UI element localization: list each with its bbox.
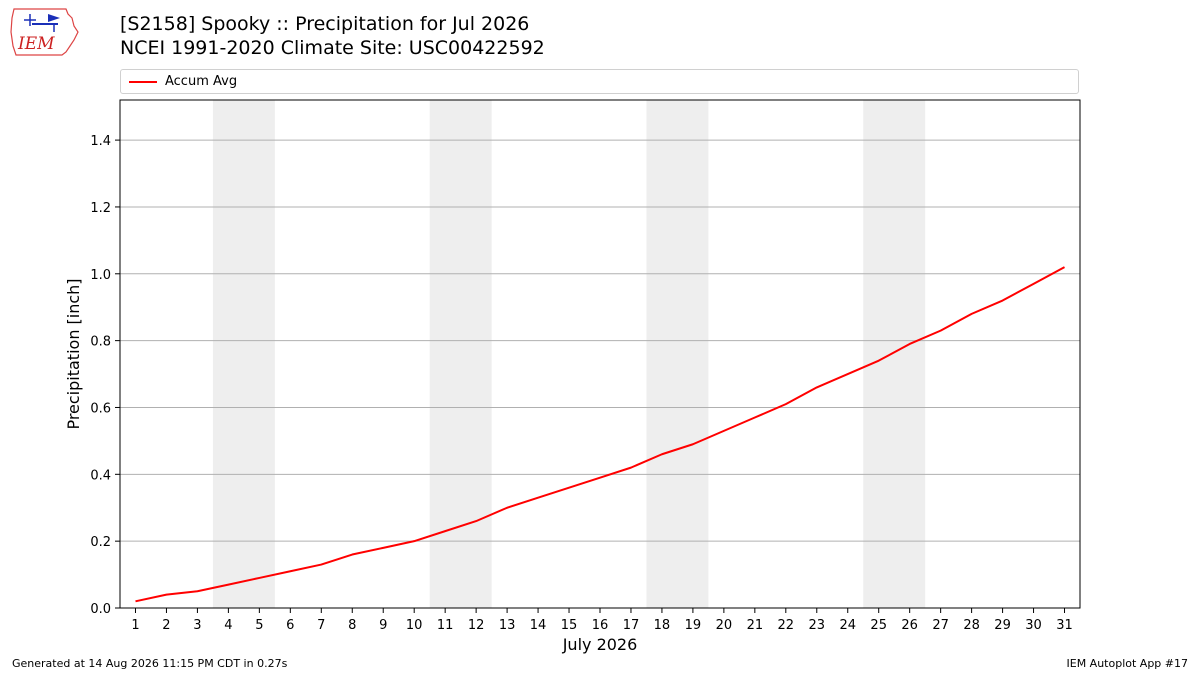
x-tick-label: 11 (437, 618, 454, 633)
x-tick-label: 6 (286, 618, 294, 633)
x-tick-label: 13 (499, 618, 516, 633)
x-tick-label: 31 (1056, 618, 1073, 633)
legend-swatch (129, 81, 157, 83)
y-tick-label: 0.8 (90, 335, 111, 350)
x-tick-label: 22 (778, 618, 795, 633)
x-tick-label: 10 (406, 618, 423, 633)
x-tick-label: 23 (809, 618, 826, 633)
x-tick-label: 16 (592, 618, 609, 633)
x-tick-label: 27 (932, 618, 949, 633)
weekend-band-2 (429, 100, 492, 608)
x-tick-label: 12 (468, 618, 485, 633)
weekend-band-1 (212, 100, 275, 608)
y-tick-label: 0.6 (90, 401, 111, 416)
x-tick-label: 7 (317, 618, 325, 633)
x-tick-label: 5 (255, 618, 263, 633)
y-tick-label: 1.4 (90, 134, 111, 149)
weekend-band-3 (646, 100, 709, 608)
chart-title-line1: [S2158] Spooky :: Precipitation for Jul … (120, 13, 530, 35)
x-tick-label: 15 (561, 618, 578, 633)
x-tick-label: 24 (839, 618, 856, 633)
legend-label-accum-avg: Accum Avg (165, 74, 238, 89)
x-tick-label: 25 (870, 618, 887, 633)
y-tick-label: 1.2 (90, 201, 111, 216)
x-tick-label: 1 (131, 618, 139, 633)
x-tick-label: 20 (716, 618, 733, 633)
x-tick-label: 14 (530, 618, 547, 633)
x-tick-label: 9 (379, 618, 387, 633)
x-tick-label: 8 (348, 618, 356, 633)
x-tick-label: 30 (1025, 618, 1042, 633)
x-tick-label: 4 (224, 618, 232, 633)
y-tick-label: 0.2 (90, 535, 111, 550)
x-tick-label: 3 (193, 618, 201, 633)
y-axis-label: Precipitation [inch] (64, 278, 83, 429)
y-tick-label: 0.0 (90, 602, 111, 617)
y-tick-label: 0.4 (90, 468, 111, 483)
x-tick-label: 2 (162, 618, 170, 633)
footer-app-text: IEM Autoplot App #17 (1066, 657, 1189, 670)
x-tick-label: 19 (685, 618, 702, 633)
x-tick-label: 29 (994, 618, 1011, 633)
legend: Accum Avg (120, 69, 1079, 94)
weekend-band-4 (863, 100, 926, 608)
footer-generated-text: Generated at 14 Aug 2026 11:15 PM CDT in… (12, 657, 288, 670)
x-axis-label: July 2026 (562, 635, 638, 654)
x-tick-label: 21 (747, 618, 764, 633)
x-tick-label: 18 (654, 618, 671, 633)
y-tick-label: 1.0 (90, 268, 111, 283)
iem-logo-icon: IEM (10, 8, 79, 56)
x-tick-label: 17 (623, 618, 640, 633)
x-tick-label: 26 (901, 618, 918, 633)
logo-text: IEM (17, 34, 55, 54)
x-tick-label: 28 (963, 618, 980, 633)
chart-title-line2: NCEI 1991-2020 Climate Site: USC00422592 (120, 37, 545, 59)
series-line-accum-avg (135, 266, 1065, 603)
